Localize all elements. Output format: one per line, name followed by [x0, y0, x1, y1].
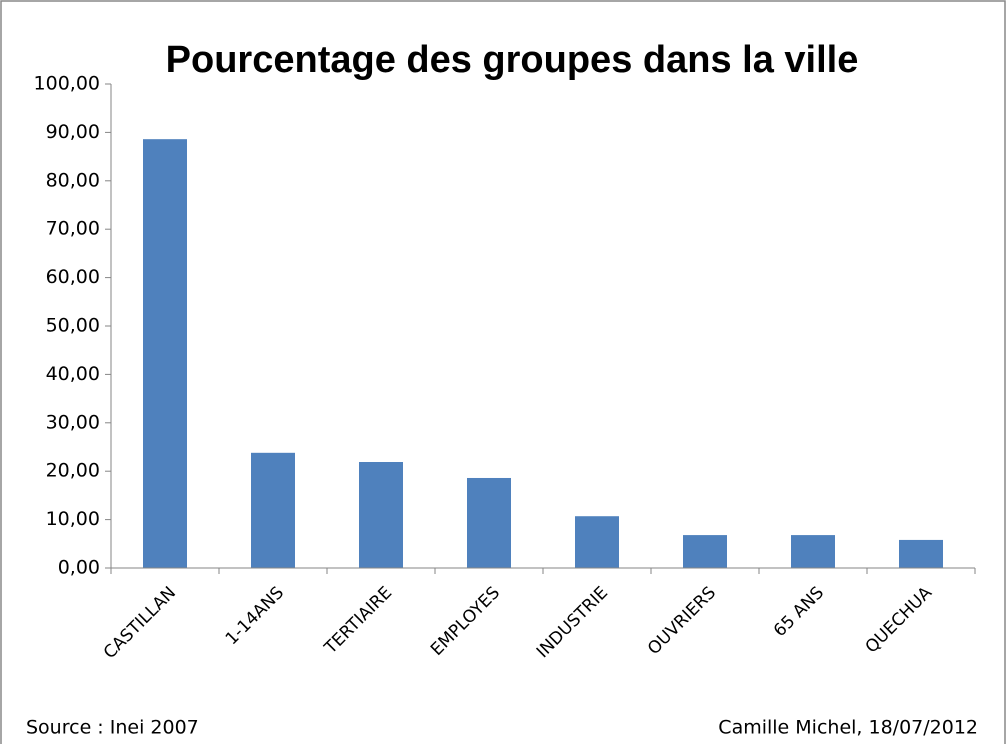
y-tick-label: 40,00	[46, 363, 100, 385]
bar	[143, 139, 187, 568]
bar	[683, 535, 727, 568]
bar	[467, 477, 511, 568]
bar	[359, 462, 403, 568]
y-tick-label: 60,00	[46, 266, 100, 288]
chart-title: Pourcentage des groupes dans la ville	[166, 39, 859, 81]
y-tick-label: 100,00	[34, 73, 100, 95]
y-tick-label: 90,00	[46, 121, 100, 143]
y-tick-label: 0,00	[58, 557, 100, 579]
author-note: Camille Michel, 18/07/2012	[718, 717, 978, 739]
bar	[251, 452, 295, 568]
source-note: Source : Inei 2007	[26, 717, 199, 739]
y-tick-label: 80,00	[46, 169, 100, 191]
bar	[899, 539, 943, 568]
y-tick-label: 20,00	[46, 460, 100, 482]
y-tick-label: 30,00	[46, 411, 100, 433]
bar	[575, 516, 619, 568]
y-tick-label: 50,00	[46, 315, 100, 337]
y-tick-label: 10,00	[46, 508, 100, 530]
y-tick-label: 70,00	[46, 218, 100, 240]
bar	[791, 535, 835, 568]
